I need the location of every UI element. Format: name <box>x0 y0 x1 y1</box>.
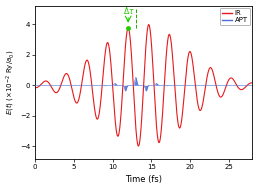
X-axis label: Time (fs): Time (fs) <box>125 175 162 184</box>
Legend: IR, APT: IR, APT <box>219 8 250 26</box>
Text: $\Delta\tau$: $\Delta\tau$ <box>123 5 135 16</box>
Y-axis label: $E(t)$ ($\times10^{-2}$ Ry/$a_0$): $E(t)$ ($\times10^{-2}$ Ry/$a_0$) <box>5 50 17 115</box>
